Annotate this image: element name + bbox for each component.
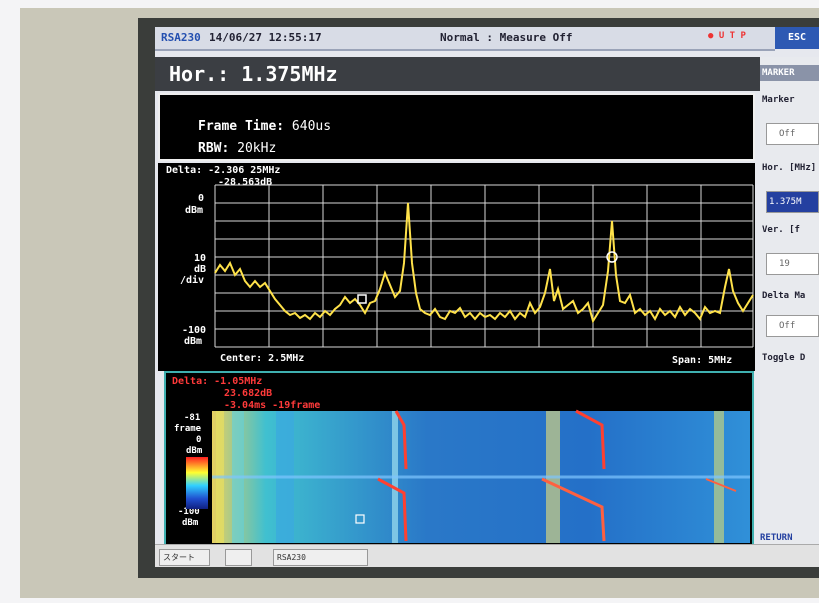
frame-time-label: Frame Time: [198,119,285,134]
ref-bottom-unit: dBm [184,336,203,347]
frame-info-box: Frame Time: 640us RBW: 20kHz [158,93,755,161]
signal-trace-2 [377,477,408,542]
signal-trace-4 [541,477,606,542]
return-button[interactable]: RETURN [760,533,793,543]
ref-top-unit: dBm [185,205,204,216]
span: Span: 5MHz [672,355,733,366]
spectrum-delta: Delta: -2.306 25MHz [166,165,281,176]
instrument-name: RSA230 [161,31,201,44]
center-frequency: Center: 2.5MHz [220,353,305,364]
hor-readout: Hor.: 1.375MHz [155,57,760,91]
marker-circle [606,251,618,263]
marker-toggle[interactable]: Off [766,123,819,145]
spectrum-delta-db: -28.563dB [218,177,273,188]
menu-hor[interactable]: Hor. [MHz] [762,163,817,173]
color-scale-bar [186,457,208,509]
taskbar: スタート RSA230 [155,544,819,567]
spectrum-display[interactable]: Delta: -2.306 25MHz -28.563dB 0 dBm 10 d… [158,163,755,371]
menu-ver[interactable]: Ver. [f [762,225,800,235]
wf-bottom-unit: dBm [182,518,199,528]
menu-marker[interactable]: Marker [762,95,795,105]
side-menu: MARKER Marker Off Hor. [MHz] 1.375M Ver.… [760,57,819,547]
ver-value-field[interactable]: 19 [766,253,819,275]
scale-unit-db: dB [194,264,207,275]
wf-bottom-level: -100 [178,507,200,517]
datetime: 14/06/27 12:55:17 [209,31,322,44]
signal-trace-1 [394,410,408,470]
status-bar: RSA230 14/06/27 12:55:17 Normal : Measur… [155,27,775,51]
measure-mode: Normal : Measure Off [440,31,573,44]
frame-time-value: 640us [291,119,332,134]
delta-marker-toggle[interactable]: Off [766,315,819,337]
esc-button[interactable]: ESC [775,27,819,49]
marker-square [357,294,367,304]
wf-delta-time: -3.04ms -19frame [224,400,321,411]
rbw-label: RBW: [198,141,230,156]
menu-toggle[interactable]: Toggle D [762,353,806,363]
ref-top: 0 [198,193,205,204]
start-button[interactable]: スタート [159,549,210,566]
menu-delta-marker[interactable]: Delta Ma [762,291,806,301]
wf-delta-db: 23.682dB [224,388,273,399]
spectrogram-panel[interactable]: Delta: -1.05MHz 23.682dB -3.04ms -19fram… [164,371,754,547]
wf-frame-label: frame [174,424,202,434]
taskbar-app-rsa230[interactable]: RSA230 [273,549,368,566]
scale-unit-div: /div [180,275,205,286]
rbw-value: 20kHz [237,141,277,156]
menu-marker-header: MARKER [760,65,819,81]
wf-delta-freq: Delta: -1.05MHz [172,376,263,387]
taskbar-icon[interactable] [225,549,252,566]
scale-value: 10 [194,253,207,264]
spectrogram-plot [186,409,750,543]
hor-value-field[interactable]: 1.375M [766,191,819,213]
wf-marker-square [355,514,365,524]
signal-trace-3 [575,409,606,470]
ref-bottom: -100 [182,325,207,336]
spectrum-grid [214,184,754,348]
wf-top-unit: dBm [186,446,203,456]
instrument-screen: RSA230 14/06/27 12:55:17 Normal : Measur… [155,27,819,567]
spectrum-plot [214,184,754,348]
wf-top-level: 0 [196,435,202,445]
wf-frame-number: -81 [184,413,201,423]
status-indicators: ● U T P [708,31,746,41]
spectrum-trace [214,202,754,324]
